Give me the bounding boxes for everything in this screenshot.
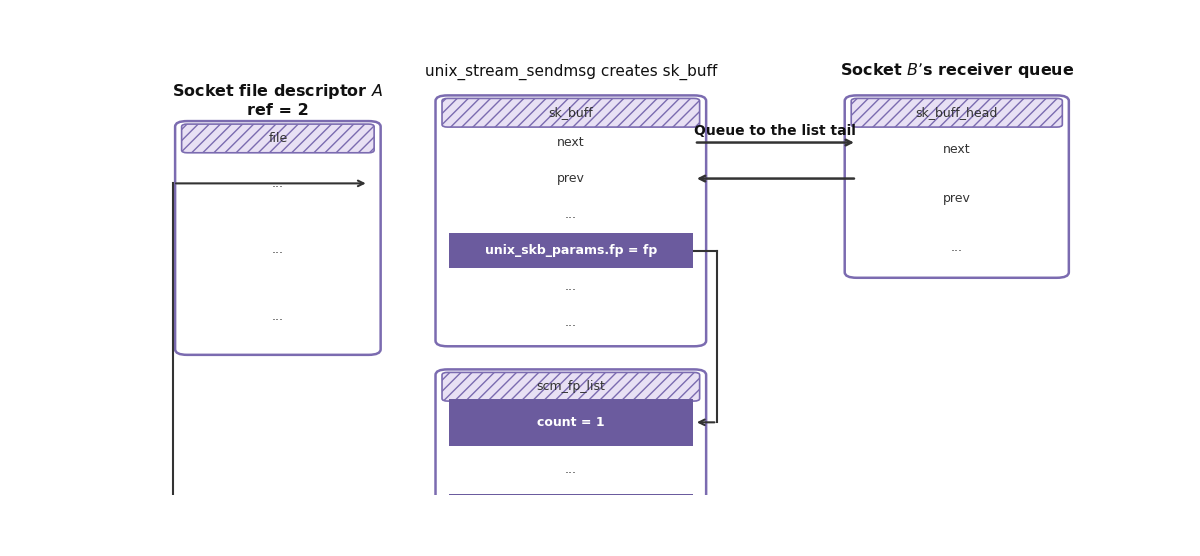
Text: Socket file descriptor $A$: Socket file descriptor $A$ — [173, 82, 384, 101]
Text: ...: ... — [272, 177, 284, 190]
Text: unix_stream_sendmsg creates sk_buff: unix_stream_sendmsg creates sk_buff — [425, 63, 716, 80]
FancyBboxPatch shape — [449, 232, 694, 268]
Text: ...: ... — [272, 310, 284, 322]
Text: ...: ... — [950, 241, 962, 254]
Text: ref = 2: ref = 2 — [247, 103, 308, 118]
Text: Socket $B$’s receiver queue: Socket $B$’s receiver queue — [840, 61, 1074, 80]
FancyBboxPatch shape — [175, 121, 380, 355]
Text: prev: prev — [943, 192, 971, 205]
Text: ...: ... — [565, 280, 577, 293]
Text: ...: ... — [272, 243, 284, 256]
Text: file: file — [269, 132, 288, 145]
FancyBboxPatch shape — [436, 369, 706, 556]
FancyBboxPatch shape — [436, 96, 706, 346]
FancyBboxPatch shape — [851, 98, 1062, 127]
Text: struct file* fp[SCM_MAX_FD]: struct file* fp[SCM_MAX_FD] — [472, 511, 670, 524]
Text: next: next — [557, 136, 584, 149]
FancyBboxPatch shape — [442, 373, 700, 401]
Text: next: next — [943, 143, 971, 156]
Text: ...: ... — [565, 464, 577, 476]
Text: sk_buff: sk_buff — [548, 106, 593, 119]
Text: Queue to the list tail: Queue to the list tail — [695, 123, 857, 137]
Text: unix_skb_params.fp = fp: unix_skb_params.fp = fp — [485, 244, 656, 257]
Text: ...: ... — [565, 316, 577, 329]
FancyBboxPatch shape — [449, 494, 694, 541]
FancyBboxPatch shape — [845, 96, 1069, 278]
Text: ...: ... — [565, 208, 577, 221]
FancyBboxPatch shape — [181, 124, 374, 153]
FancyBboxPatch shape — [442, 98, 700, 127]
Text: count = 1: count = 1 — [538, 416, 605, 429]
Text: sk_buff_head: sk_buff_head — [916, 106, 998, 119]
Text: prev: prev — [557, 172, 584, 185]
Text: scm_fp_list: scm_fp_list — [536, 380, 605, 393]
FancyBboxPatch shape — [449, 399, 694, 446]
